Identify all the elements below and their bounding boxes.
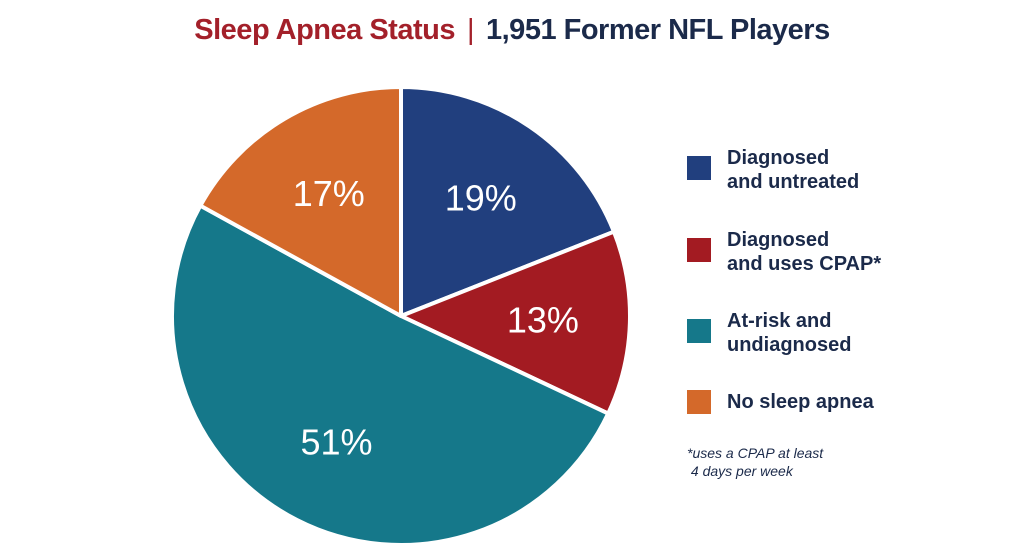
pie-slice — [399, 229, 632, 416]
legend-label: At-risk and undiagnosed — [727, 310, 852, 356]
footnote: *uses a CPAP at least 4 days per week — [687, 445, 824, 479]
title-subtitle: 1,951 Former NFL Players — [486, 14, 830, 46]
legend-swatch — [687, 390, 711, 414]
legend-label: Diagnosed and uses CPAP* — [727, 229, 882, 275]
slice-label: 17% — [293, 173, 365, 214]
title-main: Sleep Apnea Status — [194, 14, 455, 46]
slice-label: 19% — [445, 178, 517, 219]
legend-label: No sleep apnea — [727, 391, 874, 413]
legend-swatch — [687, 319, 711, 343]
legend-label: Diagnosed and untreated — [727, 147, 860, 193]
slice-label: 13% — [507, 299, 579, 340]
pie-slice — [170, 203, 611, 547]
chart-title: Sleep Apnea Status | 1,951 Former NFL Play… — [0, 14, 1024, 47]
legend-swatch — [687, 156, 711, 180]
title-separator: | — [466, 14, 475, 46]
pie-slice — [399, 85, 616, 318]
legend-swatch — [687, 238, 711, 262]
pie-slice — [198, 85, 403, 318]
slice-label: 51% — [301, 422, 373, 463]
